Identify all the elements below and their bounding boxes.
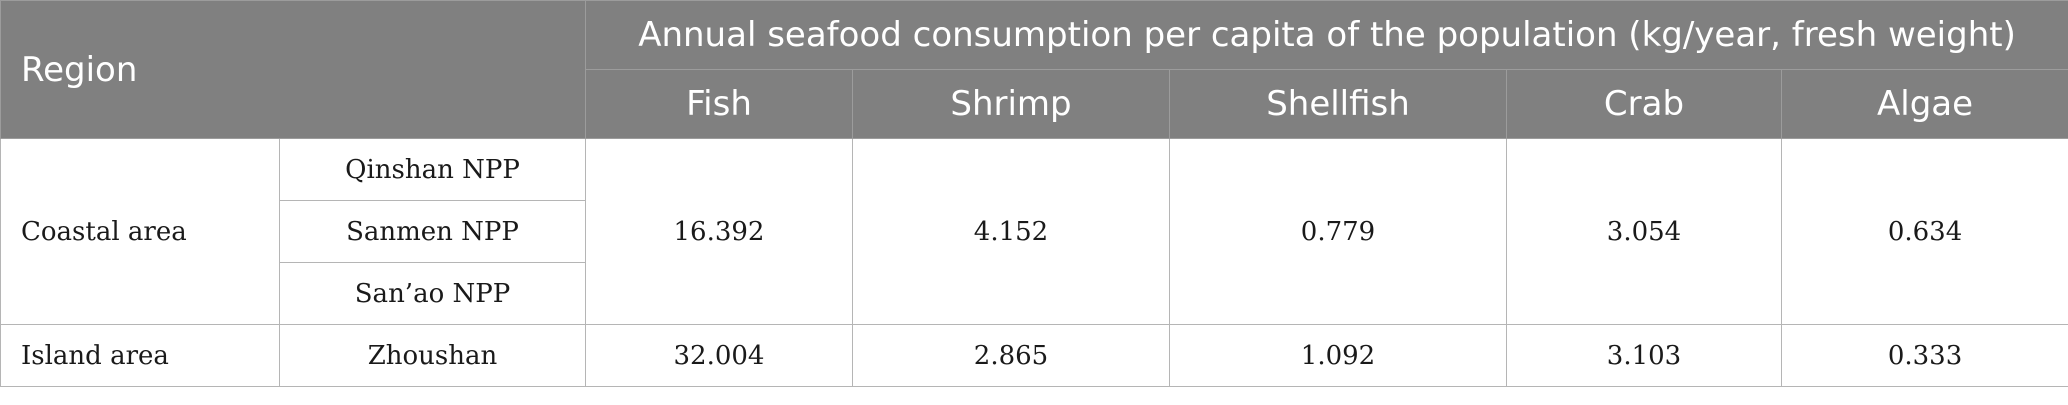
column-header-crab: Crab (1506, 69, 1782, 139)
region-cell-island: Island area (0, 324, 280, 387)
table-row: Sanmen NPP (1, 200, 2068, 263)
value-cell-crab: 3.103 (1506, 324, 1782, 387)
value-cell-algae: 0.634 (1780, 138, 2068, 325)
site-cell: San’ao NPP (279, 262, 586, 325)
consumption-group-header: Annual seafood consumption per capita of… (584, 0, 2068, 70)
table-row: Island area Zhoushan 32.004 2.865 1.092 … (0, 324, 2068, 387)
table-body: Coastal area Qinshan NPP 16.392 4.152 0.… (0, 138, 2068, 387)
value-cell-shellfish: 0.779 (1169, 138, 1507, 325)
site-cell: Sanmen NPP (279, 200, 586, 263)
site-cell: Zhoushan (279, 324, 586, 387)
value-cell-shrimp: 2.865 (852, 324, 1170, 387)
value-cell-algae: 0.333 (1780, 324, 2068, 387)
site-cell: Qinshan NPP (279, 138, 586, 201)
seafood-consumption-table: Region Annual seafood consumption per ca… (0, 0, 2068, 387)
value-cell-shellfish: 1.092 (1169, 324, 1507, 387)
header-row-2: Fish Shrimp Shellfish Crab Algae (1, 69, 2068, 139)
value-cell-crab: 3.054 (1506, 138, 1782, 325)
region-cell-coastal: Coastal area (0, 138, 280, 325)
table-header: Region Annual seafood consumption per ca… (0, 0, 2068, 139)
table-row: Coastal area Qinshan NPP 16.392 4.152 0.… (0, 138, 2068, 325)
header-row-1: Region Annual seafood consumption per ca… (0, 0, 2068, 139)
value-cell-fish: 16.392 (585, 138, 853, 325)
value-cell-fish: 32.004 (585, 324, 853, 387)
column-header-shrimp: Shrimp (852, 69, 1170, 139)
column-header-fish: Fish (585, 69, 853, 139)
table-row: San’ao NPP (1, 262, 2068, 325)
region-header: Region (0, 0, 586, 139)
column-header-shellfish: Shellfish (1169, 69, 1507, 139)
column-header-algae: Algae (1780, 69, 2068, 139)
value-cell-shrimp: 4.152 (852, 138, 1170, 325)
